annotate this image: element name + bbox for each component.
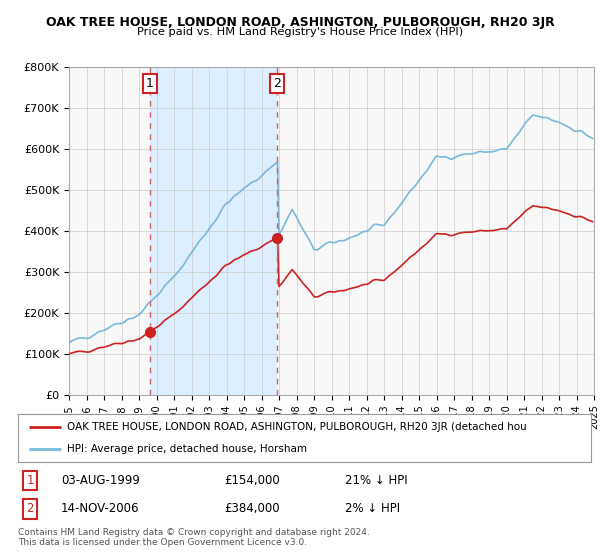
Text: Price paid vs. HM Land Registry's House Price Index (HPI): Price paid vs. HM Land Registry's House … <box>137 27 463 37</box>
Text: £154,000: £154,000 <box>224 474 280 487</box>
Text: 1: 1 <box>26 474 34 487</box>
Text: Contains HM Land Registry data © Crown copyright and database right 2024.: Contains HM Land Registry data © Crown c… <box>18 528 370 536</box>
Text: HPI: Average price, detached house, Horsham: HPI: Average price, detached house, Hors… <box>67 444 307 454</box>
Text: OAK TREE HOUSE, LONDON ROAD, ASHINGTON, PULBOROUGH, RH20 3JR (detached hou: OAK TREE HOUSE, LONDON ROAD, ASHINGTON, … <box>67 422 526 432</box>
Text: 21% ↓ HPI: 21% ↓ HPI <box>344 474 407 487</box>
Bar <box>150 67 277 395</box>
Text: 2: 2 <box>26 502 34 515</box>
Text: 03-AUG-1999: 03-AUG-1999 <box>61 474 140 487</box>
Text: 1: 1 <box>146 77 154 90</box>
Text: 2% ↓ HPI: 2% ↓ HPI <box>344 502 400 515</box>
Text: £384,000: £384,000 <box>224 502 280 515</box>
Text: This data is licensed under the Open Government Licence v3.0.: This data is licensed under the Open Gov… <box>18 538 307 547</box>
Text: 2: 2 <box>273 77 281 90</box>
Text: 14-NOV-2006: 14-NOV-2006 <box>61 502 139 515</box>
Text: OAK TREE HOUSE, LONDON ROAD, ASHINGTON, PULBOROUGH, RH20 3JR: OAK TREE HOUSE, LONDON ROAD, ASHINGTON, … <box>46 16 554 29</box>
